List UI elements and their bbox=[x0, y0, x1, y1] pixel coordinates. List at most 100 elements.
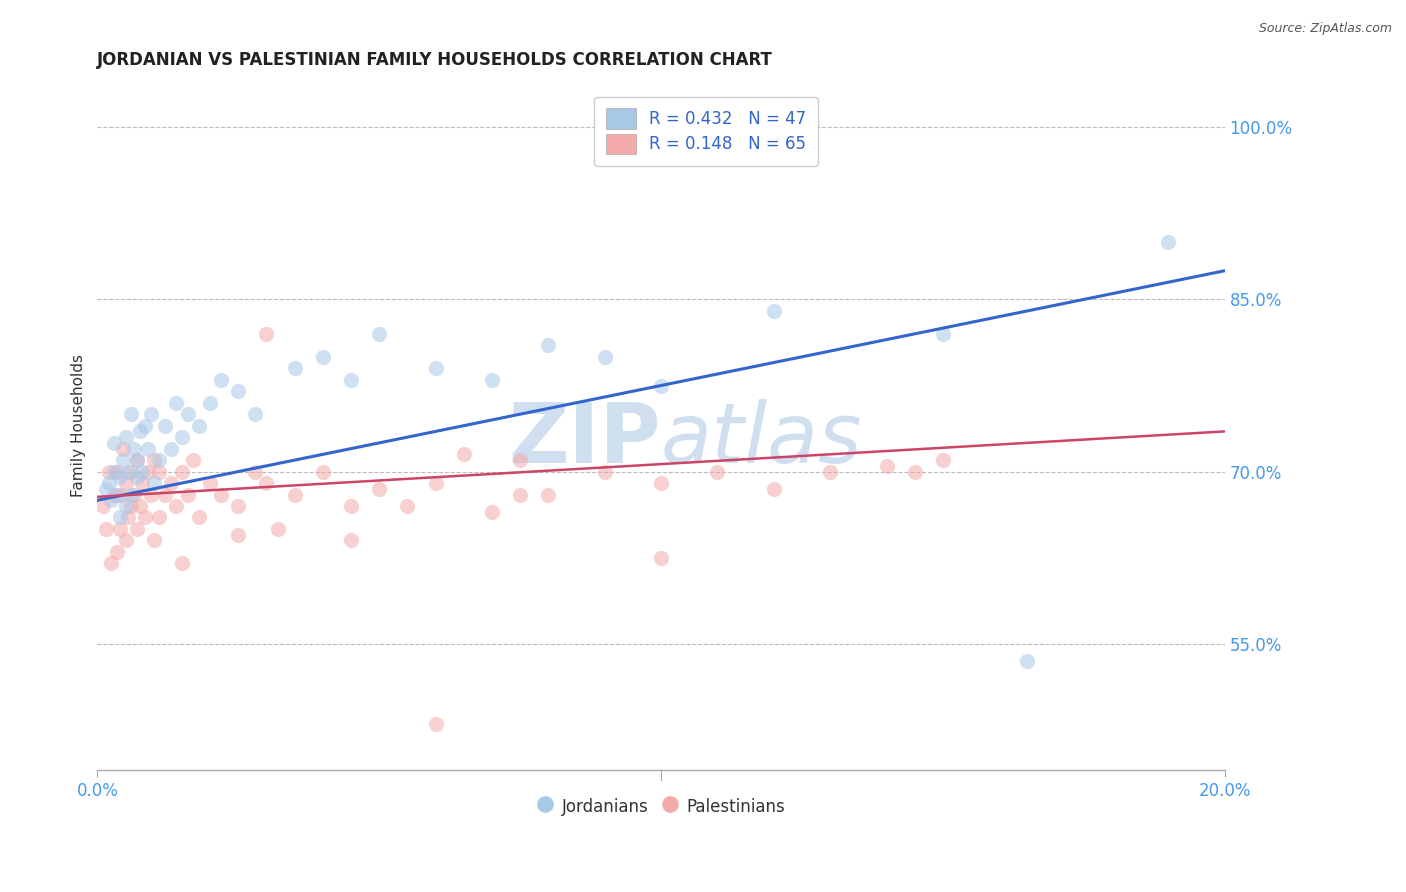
Point bbox=[111, 453, 134, 467]
Point bbox=[706, 465, 728, 479]
Point bbox=[111, 442, 134, 456]
Point bbox=[481, 505, 503, 519]
Point bbox=[165, 499, 187, 513]
Point bbox=[128, 425, 150, 439]
Point bbox=[117, 465, 139, 479]
Point bbox=[932, 326, 955, 341]
Point bbox=[284, 361, 307, 376]
Point bbox=[108, 522, 131, 536]
Text: ZIP: ZIP bbox=[509, 399, 661, 480]
Point bbox=[340, 499, 363, 513]
Point bbox=[170, 557, 193, 571]
Point bbox=[509, 453, 531, 467]
Point bbox=[120, 465, 142, 479]
Point bbox=[142, 453, 165, 467]
Point bbox=[128, 499, 150, 513]
Point bbox=[312, 465, 335, 479]
Point bbox=[108, 510, 131, 524]
Point bbox=[142, 533, 165, 548]
Point bbox=[481, 373, 503, 387]
Point bbox=[131, 476, 153, 491]
Point bbox=[105, 465, 128, 479]
Point bbox=[256, 326, 278, 341]
Point bbox=[139, 407, 162, 421]
Point bbox=[187, 510, 209, 524]
Point bbox=[368, 482, 391, 496]
Point bbox=[122, 487, 145, 501]
Point bbox=[105, 545, 128, 559]
Point bbox=[425, 476, 447, 491]
Point bbox=[97, 465, 120, 479]
Point bbox=[159, 442, 181, 456]
Point bbox=[650, 476, 672, 491]
Point bbox=[148, 465, 170, 479]
Point bbox=[209, 487, 232, 501]
Point bbox=[226, 527, 249, 541]
Point bbox=[148, 453, 170, 467]
Point bbox=[226, 499, 249, 513]
Point bbox=[134, 510, 156, 524]
Legend: Jordanians, Palestinians: Jordanians, Palestinians bbox=[530, 790, 792, 823]
Point bbox=[243, 407, 266, 421]
Point bbox=[136, 465, 159, 479]
Point bbox=[762, 304, 785, 318]
Point bbox=[105, 487, 128, 501]
Point bbox=[120, 407, 142, 421]
Point bbox=[125, 522, 148, 536]
Point bbox=[100, 557, 122, 571]
Point bbox=[209, 373, 232, 387]
Point bbox=[181, 453, 204, 467]
Point bbox=[243, 465, 266, 479]
Point bbox=[134, 418, 156, 433]
Point bbox=[818, 465, 841, 479]
Point bbox=[94, 522, 117, 536]
Point bbox=[593, 350, 616, 364]
Point bbox=[103, 436, 125, 450]
Point bbox=[904, 465, 927, 479]
Point bbox=[122, 442, 145, 456]
Point bbox=[1157, 235, 1180, 249]
Point bbox=[114, 476, 136, 491]
Point bbox=[876, 458, 898, 473]
Point bbox=[1017, 654, 1039, 668]
Point bbox=[198, 476, 221, 491]
Text: JORDANIAN VS PALESTINIAN FAMILY HOUSEHOLDS CORRELATION CHART: JORDANIAN VS PALESTINIAN FAMILY HOUSEHOL… bbox=[97, 51, 773, 69]
Point bbox=[103, 487, 125, 501]
Point bbox=[312, 350, 335, 364]
Point bbox=[125, 453, 148, 467]
Point bbox=[108, 487, 131, 501]
Point bbox=[142, 476, 165, 491]
Point bbox=[165, 395, 187, 409]
Point bbox=[131, 465, 153, 479]
Point bbox=[226, 384, 249, 399]
Point bbox=[170, 430, 193, 444]
Point bbox=[256, 476, 278, 491]
Point bbox=[187, 418, 209, 433]
Point bbox=[176, 487, 198, 501]
Point bbox=[120, 487, 142, 501]
Point bbox=[153, 418, 176, 433]
Point bbox=[170, 465, 193, 479]
Point bbox=[509, 487, 531, 501]
Point bbox=[125, 453, 148, 467]
Point bbox=[284, 487, 307, 501]
Point bbox=[650, 550, 672, 565]
Point bbox=[108, 470, 131, 484]
Point bbox=[340, 533, 363, 548]
Point bbox=[97, 476, 120, 491]
Point bbox=[537, 338, 560, 352]
Point bbox=[103, 465, 125, 479]
Point bbox=[453, 447, 475, 461]
Point bbox=[117, 510, 139, 524]
Y-axis label: Family Households: Family Households bbox=[72, 354, 86, 497]
Point bbox=[267, 522, 290, 536]
Point bbox=[114, 533, 136, 548]
Point bbox=[425, 717, 447, 731]
Point bbox=[368, 326, 391, 341]
Point bbox=[148, 510, 170, 524]
Point bbox=[100, 493, 122, 508]
Text: atlas: atlas bbox=[661, 399, 863, 480]
Point bbox=[114, 430, 136, 444]
Point bbox=[396, 499, 419, 513]
Point bbox=[136, 442, 159, 456]
